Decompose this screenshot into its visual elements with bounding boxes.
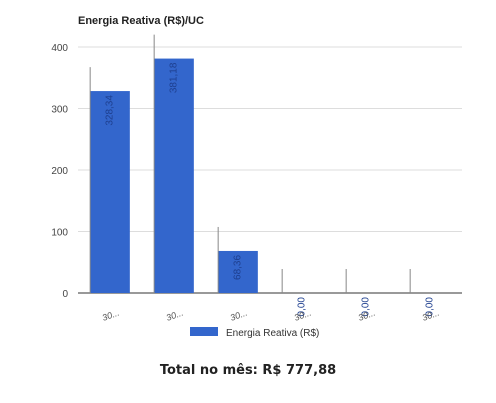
- y-tick-label: 100: [51, 228, 68, 239]
- bar-chart: Energia Reativa (R$)/UC 0 100 200 300 400 328…: [51, 15, 462, 339]
- chart-title: Energia Reativa (R$)/UC: [78, 15, 204, 27]
- y-tick-label: 200: [51, 166, 68, 177]
- data-label: 68,36: [233, 255, 244, 280]
- data-label: 0,00: [297, 297, 308, 317]
- y-tick-label: 300: [51, 105, 68, 116]
- x-tick-label: 30...: [229, 307, 249, 322]
- bar[interactable]: [90, 91, 130, 294]
- total-month-text: Total no mês: R$ 777,88: [159, 363, 337, 378]
- bar[interactable]: [218, 250, 258, 293]
- x-tick-label: 30...: [101, 307, 121, 322]
- chart-area: Energia Reativa (R$)/UC 0 100 200 300 400 328…: [51, 15, 462, 339]
- legend-swatch: [190, 327, 218, 336]
- legend-label: Energia Reativa (R$): [226, 328, 319, 339]
- y-tick-label: 400: [51, 43, 68, 54]
- data-label: 381,18: [169, 62, 180, 93]
- legend[interactable]: Energia Reativa (R$): [190, 327, 319, 339]
- data-label: 0,00: [425, 297, 436, 317]
- y-tick-label: 0: [62, 289, 68, 300]
- bar[interactable]: [154, 58, 194, 294]
- data-label: 0,00: [361, 297, 372, 317]
- data-label: 328,34: [105, 95, 116, 126]
- x-tick-label: 30...: [165, 307, 185, 322]
